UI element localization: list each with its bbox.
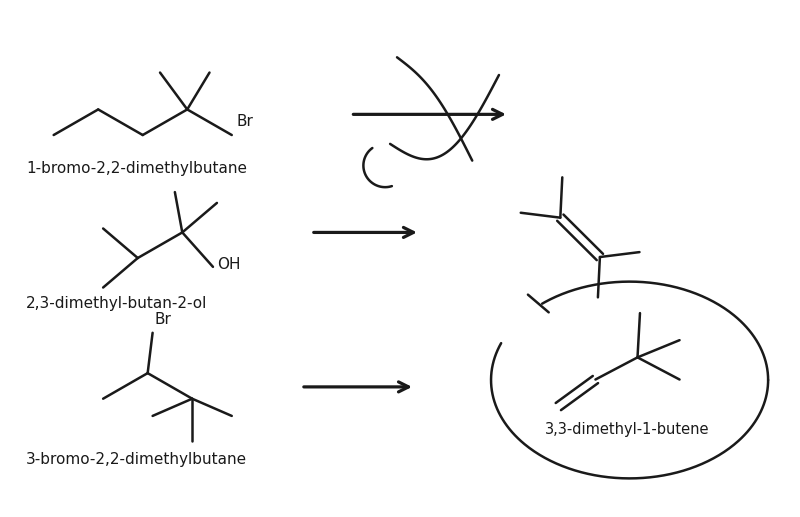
Text: 1-bromo-2,2-dimethylbutane: 1-bromo-2,2-dimethylbutane <box>26 161 247 176</box>
Text: Br: Br <box>237 114 254 129</box>
Text: 3-bromo-2,2-dimethylbutane: 3-bromo-2,2-dimethylbutane <box>26 452 247 467</box>
Text: Br: Br <box>154 312 171 327</box>
Text: 3,3-dimethyl-1-butene: 3,3-dimethyl-1-butene <box>546 422 710 437</box>
Text: OH: OH <box>217 257 241 272</box>
Text: 2,3-dimethyl-butan-2-ol: 2,3-dimethyl-butan-2-ol <box>26 296 207 311</box>
